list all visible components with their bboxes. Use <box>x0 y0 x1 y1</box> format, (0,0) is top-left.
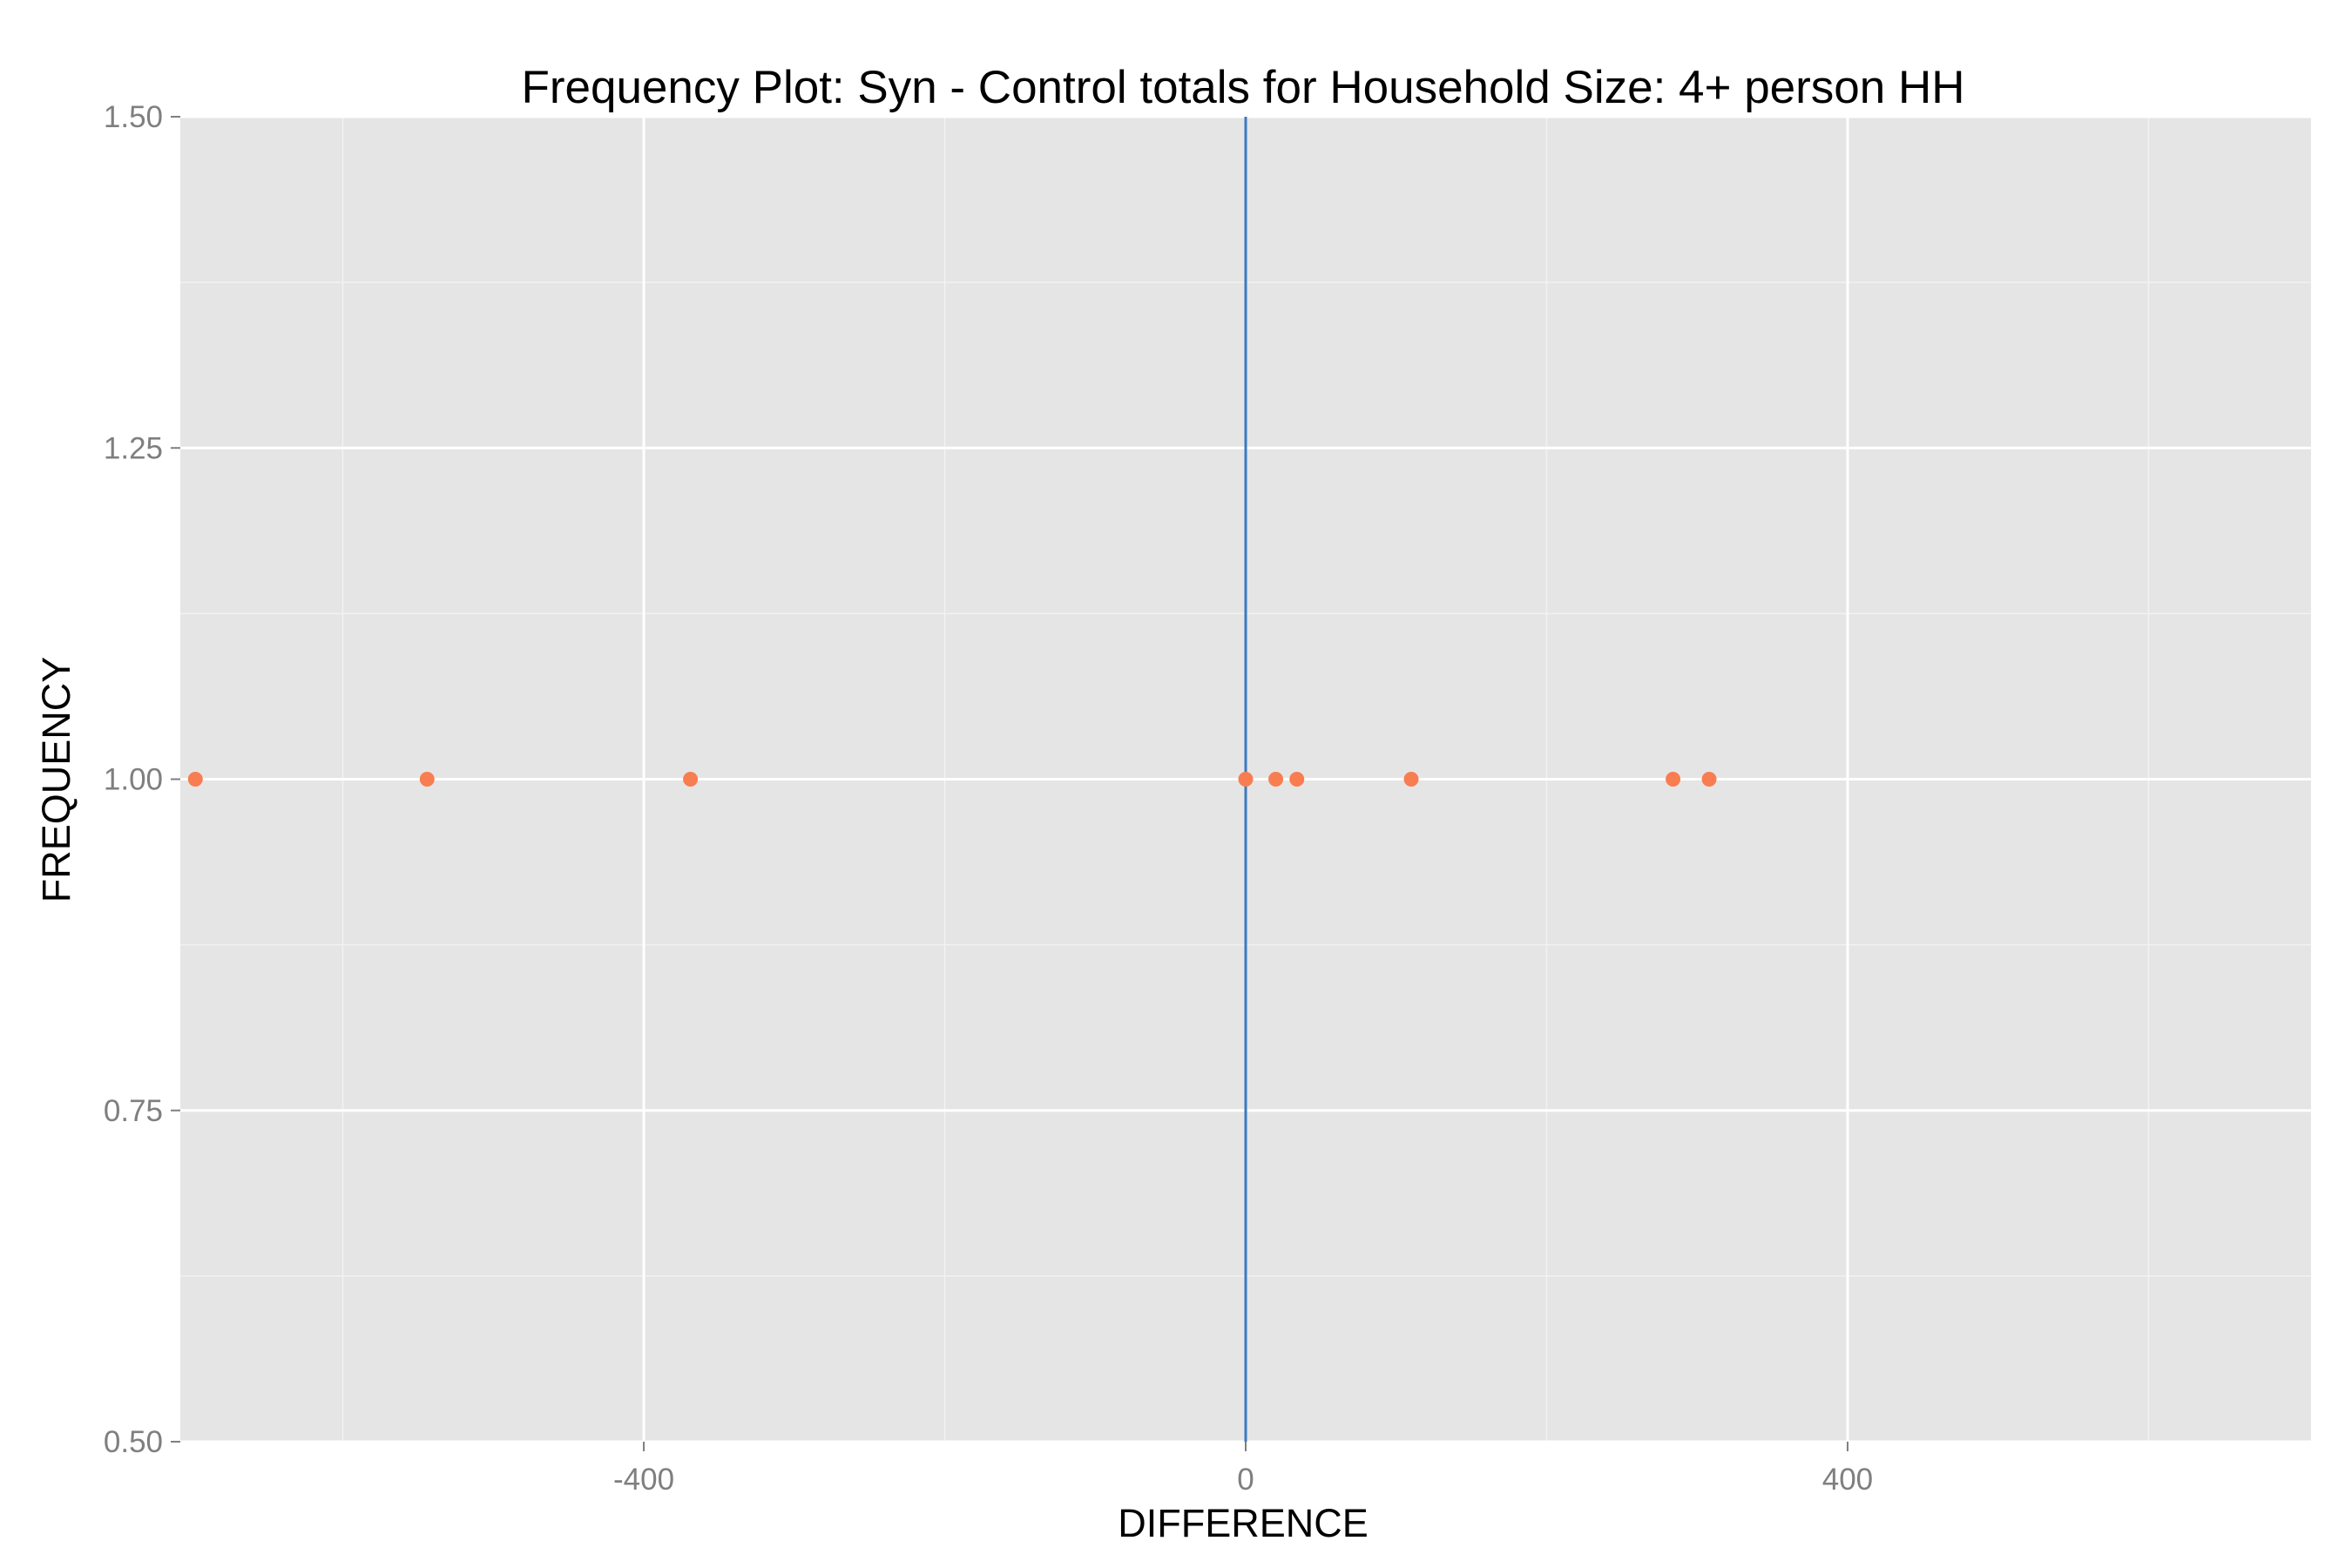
data-point <box>419 772 435 787</box>
x-axis-title: DIFFERENCE <box>1118 1501 1369 1545</box>
chart-title: Frequency Plot: Syn - Control totals for… <box>521 62 1964 113</box>
data-point <box>683 772 699 787</box>
data-point <box>1289 772 1305 787</box>
x-tick-labels: -400 0 400 <box>613 1463 1873 1497</box>
y-tick-label: 1.00 <box>104 763 163 797</box>
data-point <box>1403 772 1419 787</box>
data-point <box>1238 772 1254 787</box>
y-tick-label: 1.25 <box>104 431 163 465</box>
data-point <box>187 772 203 787</box>
y-tick-label: 0.50 <box>104 1425 163 1459</box>
x-tick-label: 0 <box>1237 1463 1254 1497</box>
y-tick-label: 0.75 <box>104 1094 163 1128</box>
x-tick-label: -400 <box>613 1463 674 1497</box>
y-tick-labels: 0.50 0.75 1.00 1.25 1.50 <box>104 100 163 1459</box>
data-point <box>1701 772 1717 787</box>
x-tick-label: 400 <box>1822 1463 1873 1497</box>
y-tick-label: 1.50 <box>104 100 163 134</box>
data-points <box>187 772 1717 787</box>
data-point <box>1268 772 1284 787</box>
data-point <box>1666 772 1681 787</box>
axis-ticks <box>171 116 1848 1451</box>
y-axis-title: FREQUENCY <box>34 657 78 903</box>
